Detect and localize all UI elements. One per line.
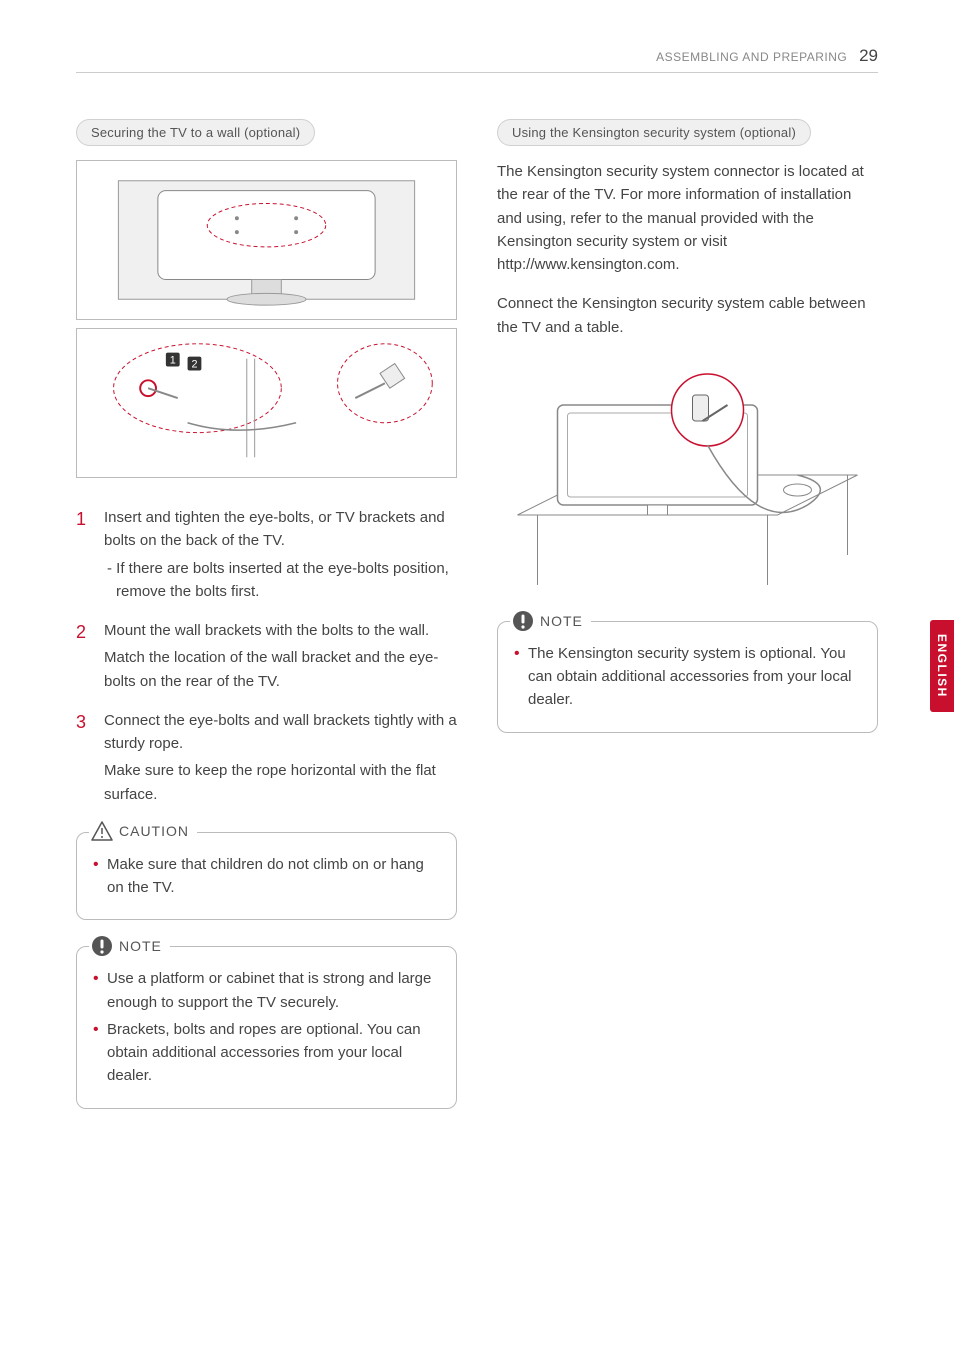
note-icon <box>91 935 113 957</box>
caution-title: CAUTION <box>89 821 197 841</box>
step-2: Mount the wall brackets with the bolts t… <box>76 619 457 693</box>
step-cont: Match the location of the wall bracket a… <box>104 646 457 693</box>
step-1: Insert and tighten the eye-bolts, or TV … <box>76 506 457 603</box>
step-text: Connect the eye-bolts and wall brackets … <box>104 712 457 752</box>
step-text: Insert and tighten the eye-bolts, or TV … <box>104 509 445 549</box>
svg-text:1: 1 <box>170 355 176 367</box>
figure-bracket-detail: 1 2 <box>76 328 457 478</box>
left-column: Securing the TV to a wall (optional) 1 <box>76 119 457 1119</box>
step-sub: - If there are bolts inserted at the eye… <box>104 557 457 604</box>
note-title: NOTE <box>510 610 591 632</box>
paragraph: The Kensington security system connector… <box>497 160 878 276</box>
step-cont: Make sure to keep the rope horizontal wi… <box>104 759 457 806</box>
right-column: Using the Kensington security system (op… <box>497 119 878 1119</box>
page-number: 29 <box>859 46 878 65</box>
language-tab: ENGLISH <box>930 620 954 712</box>
note-icon <box>512 610 534 632</box>
steps-list: Insert and tighten the eye-bolts, or TV … <box>76 506 457 806</box>
note-box: NOTE Use a platform or cabinet that is s… <box>76 946 457 1108</box>
note-item: Use a platform or cabinet that is strong… <box>93 967 440 1014</box>
note-box: NOTE The Kensington security system is o… <box>497 621 878 733</box>
step-text: Mount the wall brackets with the bolts t… <box>104 622 429 639</box>
caution-icon <box>91 821 113 841</box>
section-title: ASSEMBLING AND PREPARING <box>656 50 847 64</box>
note-item: Brackets, bolts and ropes are optional. … <box>93 1018 440 1088</box>
paragraph: Connect the Kensington security system c… <box>497 292 878 339</box>
caution-box: CAUTION Make sure that children do not c… <box>76 832 457 921</box>
page-header: ASSEMBLING AND PREPARING 29 <box>76 46 878 73</box>
note-item: The Kensington security system is option… <box>514 642 861 712</box>
subsection-pill: Using the Kensington security system (op… <box>497 119 811 146</box>
figure-tv-rear <box>76 160 457 320</box>
caution-item: Make sure that children do not climb on … <box>93 853 440 900</box>
step-3: Connect the eye-bolts and wall brackets … <box>76 709 457 806</box>
svg-text:2: 2 <box>191 358 197 370</box>
subsection-pill: Securing the TV to a wall (optional) <box>76 119 315 146</box>
note-title: NOTE <box>89 935 170 957</box>
figure-kensington <box>497 355 878 595</box>
